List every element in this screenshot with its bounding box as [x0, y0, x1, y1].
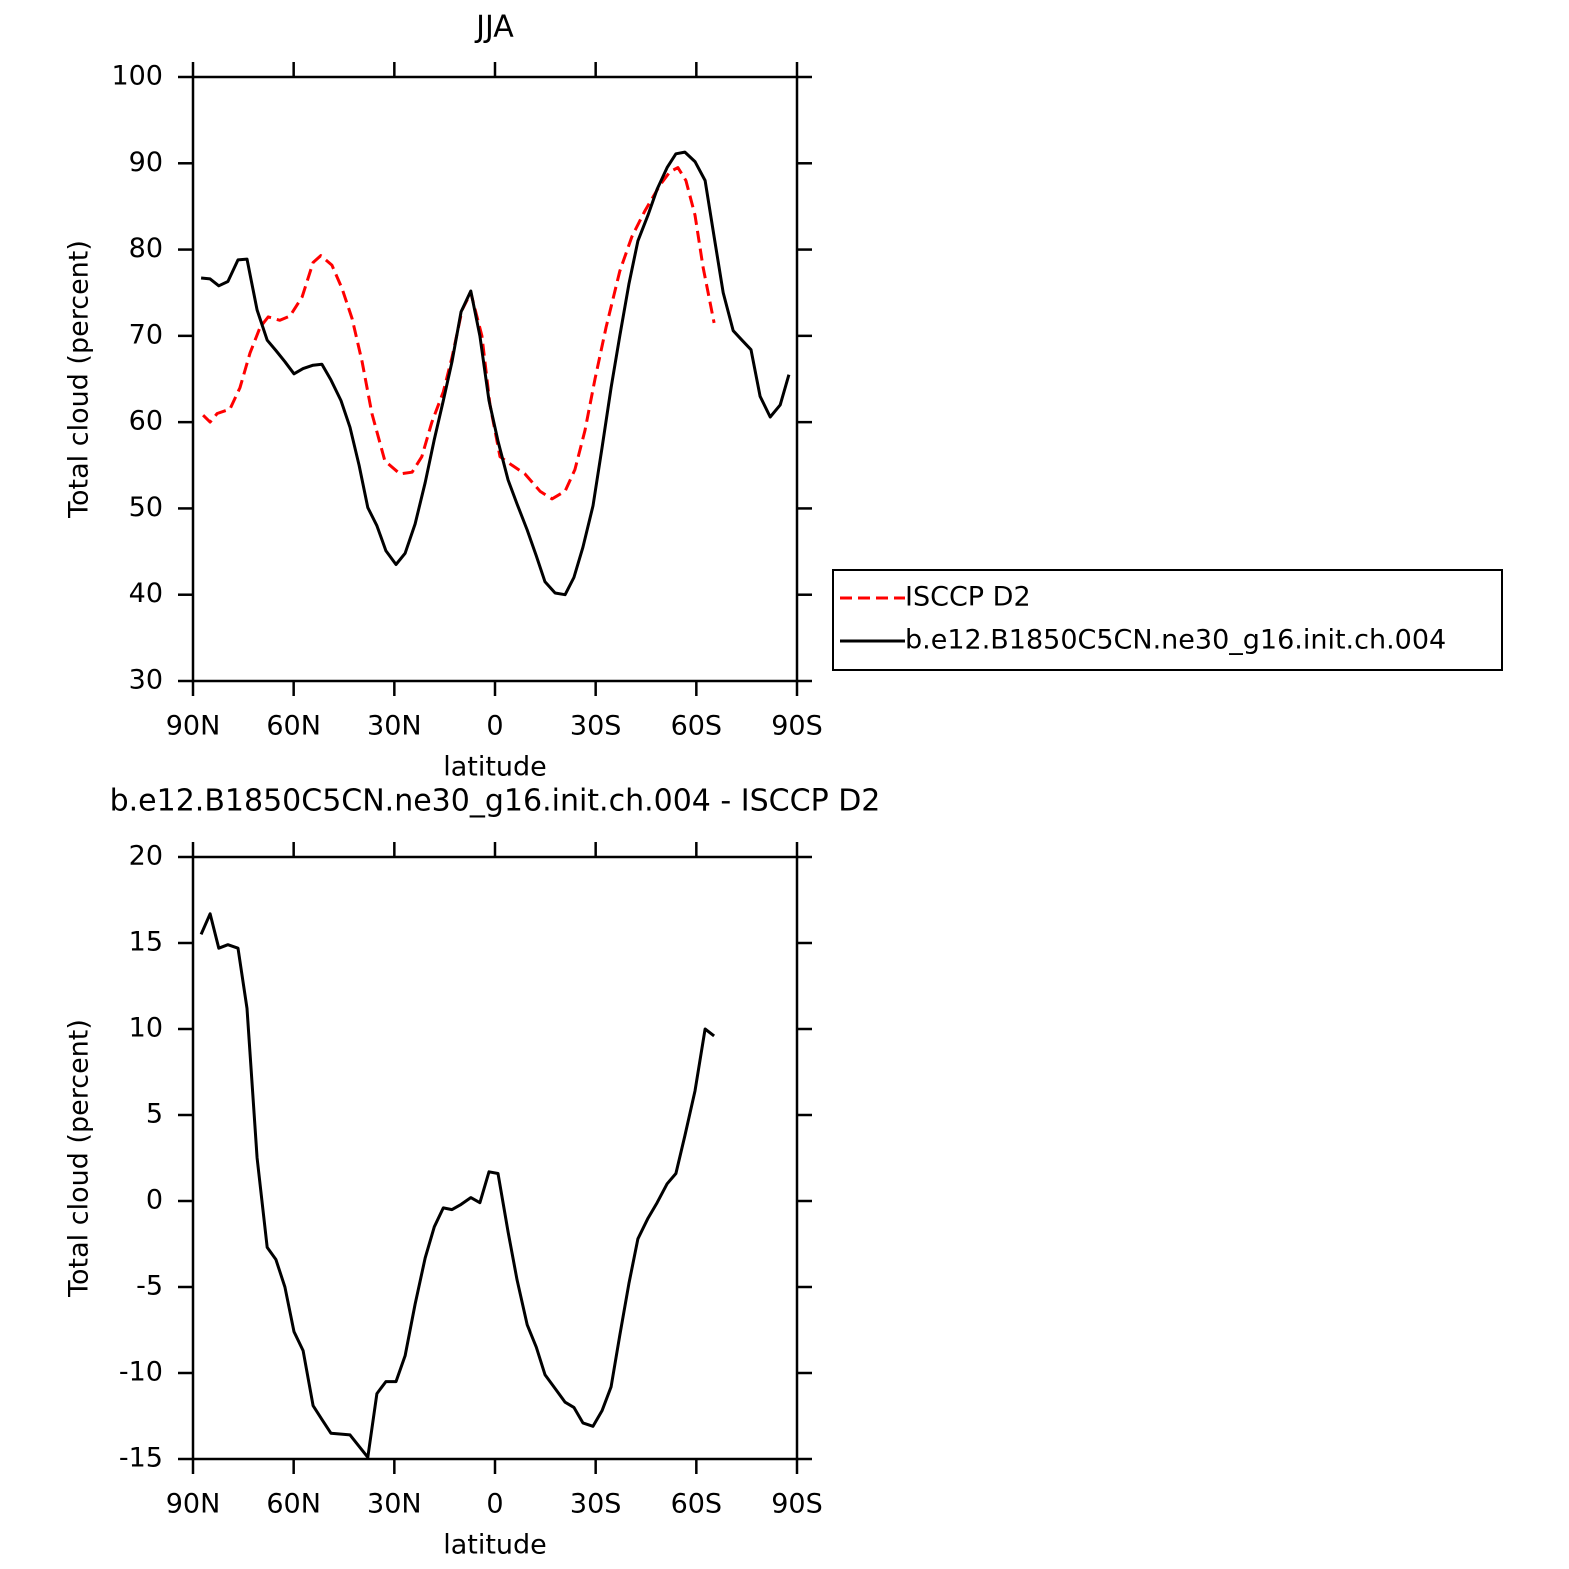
legend-box [832, 569, 1503, 671]
legend-label: ISCCP D2 [905, 582, 1031, 613]
y-tick-label: -5 [136, 1271, 163, 1302]
y-tick-label: 40 [129, 578, 163, 609]
x-axis-label: latitude [443, 752, 547, 783]
x-axis-label: latitude [443, 1530, 547, 1561]
y-tick-label: 50 [129, 492, 163, 523]
x-tick-label: 90S [771, 1489, 823, 1520]
y-tick-label: 60 [129, 406, 163, 437]
y-tick-label: 5 [146, 1099, 163, 1130]
chart-title: JJA [474, 10, 514, 45]
plot-frame [191, 855, 799, 1461]
x-tick-label: 60S [671, 1489, 723, 1520]
y-tick-label: 90 [129, 147, 163, 178]
x-tick-label: 90N [166, 711, 221, 742]
y-axis-label: Total cloud (percent) [64, 240, 95, 519]
y-tick-label: 10 [129, 1013, 163, 1044]
y-tick-label: 30 [129, 665, 163, 696]
line-series [200, 150, 791, 597]
y-tick-label: 20 [129, 841, 163, 872]
x-tick-label: 30N [367, 711, 422, 742]
y-tick-label: -15 [119, 1443, 163, 1474]
x-tick-label: 30N [367, 1489, 422, 1520]
chart-title: b.e12.B1850C5CN.ne30_g16.init.ch.004 - I… [110, 784, 881, 819]
y-tick-label: -10 [119, 1357, 163, 1388]
x-tick-label: 90S [771, 711, 823, 742]
line-series [199, 912, 716, 1459]
x-tick-label: 0 [486, 1489, 503, 1520]
x-tick-label: 0 [486, 711, 503, 742]
x-tick-label: 60N [266, 1489, 321, 1520]
legend-label: b.e12.B1850C5CN.ne30_g16.init.ch.004 [905, 625, 1446, 656]
y-axis-label: Total cloud (percent) [64, 1019, 95, 1298]
y-tick-label: 80 [129, 233, 163, 264]
y-tick-label: 0 [146, 1185, 163, 1216]
x-tick-label: 60N [266, 711, 321, 742]
y-tick-label: 100 [111, 61, 163, 92]
x-tick-label: 60S [671, 711, 723, 742]
x-tick-label: 90N [166, 1489, 221, 1520]
y-tick-label: 15 [129, 927, 163, 958]
plot-frame [191, 75, 799, 683]
y-tick-label: 70 [129, 319, 163, 350]
x-tick-label: 30S [570, 711, 622, 742]
x-tick-label: 30S [570, 1489, 622, 1520]
